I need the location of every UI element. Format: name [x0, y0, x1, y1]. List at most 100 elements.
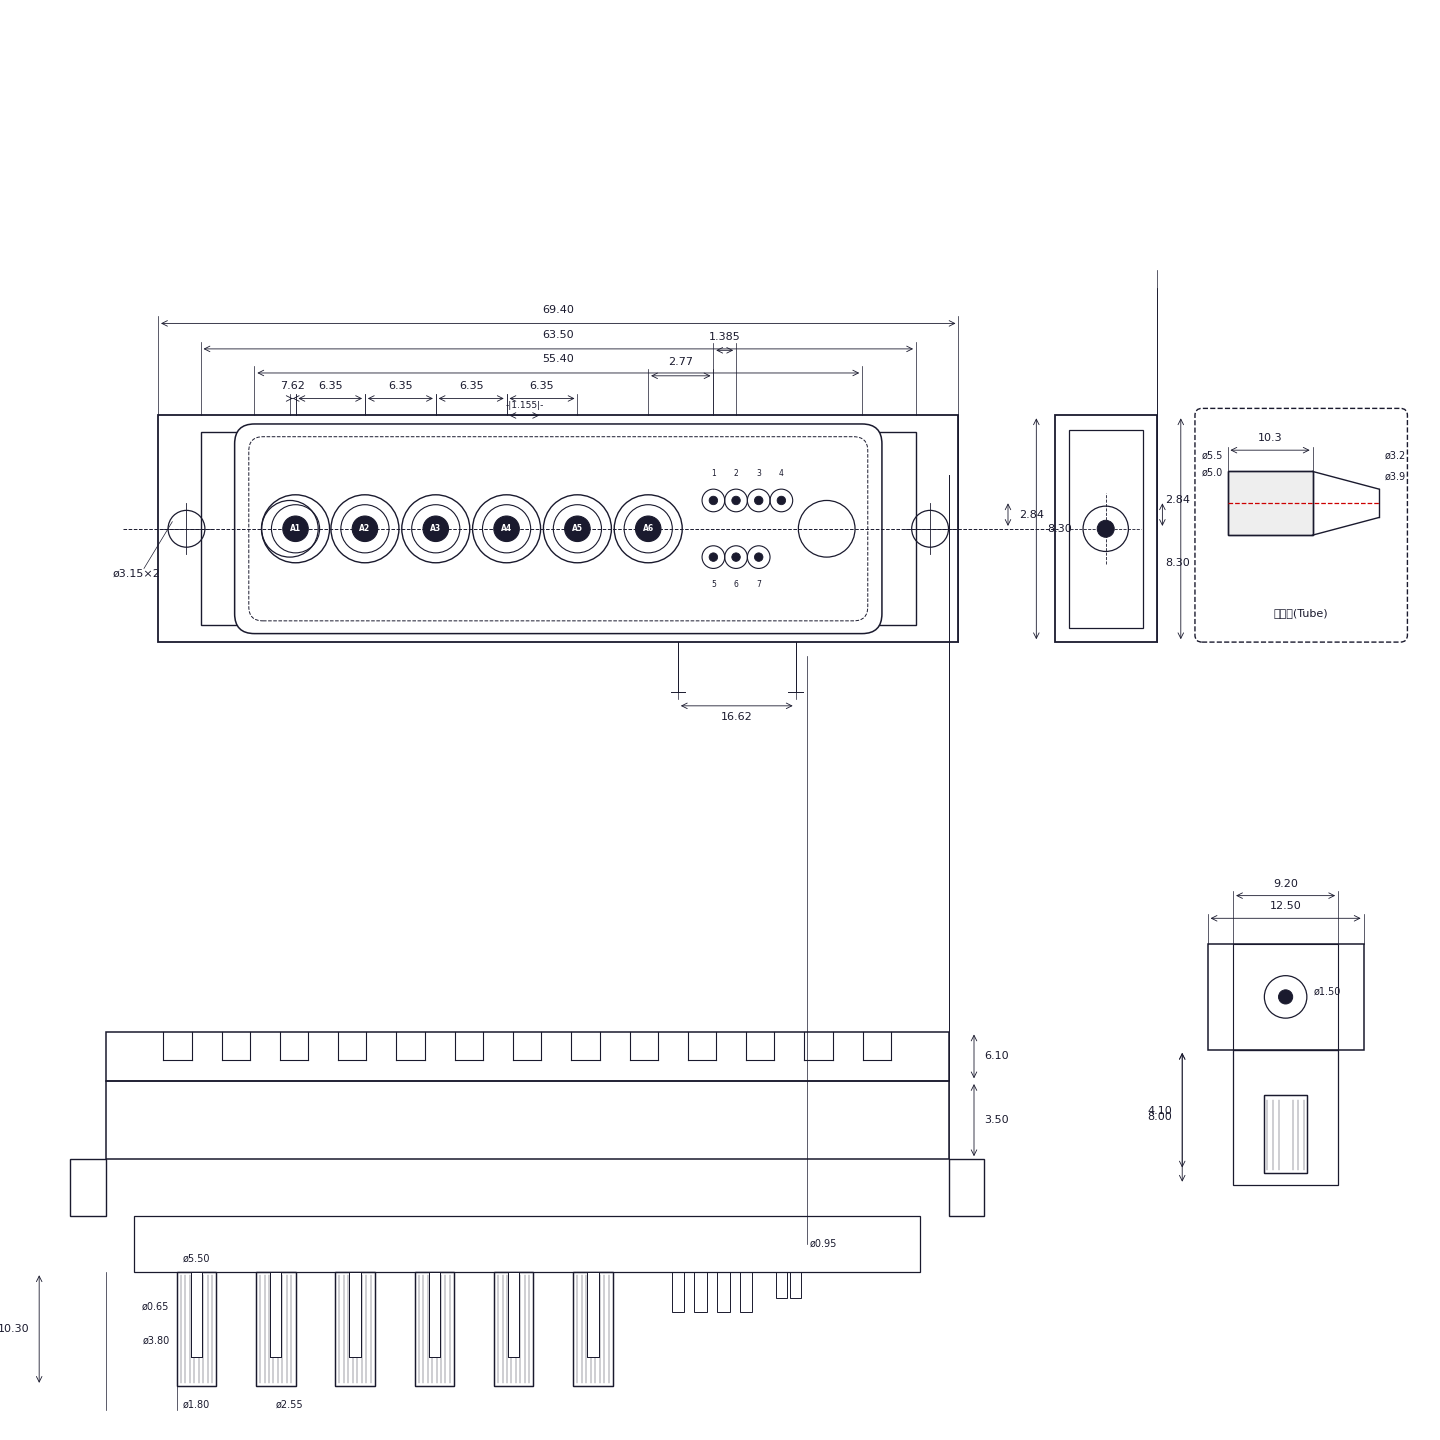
Bar	[350, 1273, 360, 1358]
Text: ø5.5: ø5.5	[1202, 451, 1224, 461]
Bar	[694, 1273, 707, 1312]
Circle shape	[708, 497, 717, 504]
Bar	[271, 1273, 281, 1358]
Bar	[776, 1273, 788, 1297]
Text: ø5.50: ø5.50	[183, 1254, 210, 1264]
Text: ø3.2: ø3.2	[1385, 451, 1405, 461]
Text: 1: 1	[711, 469, 716, 478]
Text: 2.84: 2.84	[1020, 510, 1044, 520]
Text: -|1.155|-: -|1.155|-	[505, 400, 543, 410]
Text: ø1.80: ø1.80	[183, 1400, 210, 1410]
Bar	[134, 1215, 920, 1273]
Text: A4: A4	[501, 524, 513, 533]
Text: ø3.15×2: ø3.15×2	[112, 569, 161, 579]
Bar	[429, 1273, 441, 1358]
Bar	[190, 1273, 202, 1358]
Bar	[429, 1273, 441, 1358]
Text: 8.00: 8.00	[1148, 1112, 1172, 1122]
Circle shape	[282, 516, 308, 541]
Text: 63.50: 63.50	[543, 330, 575, 340]
Text: 6.35: 6.35	[530, 382, 554, 392]
Text: 8.30: 8.30	[1165, 557, 1189, 567]
Bar	[1068, 429, 1142, 628]
Text: 6: 6	[733, 580, 739, 589]
Bar	[158, 416, 959, 642]
Bar	[415, 1273, 454, 1385]
Circle shape	[778, 497, 786, 504]
Text: 69.40: 69.40	[543, 305, 575, 315]
Text: 3.50: 3.50	[984, 1115, 1008, 1125]
Bar	[271, 1273, 281, 1358]
Circle shape	[564, 516, 590, 541]
Text: 6.35: 6.35	[318, 382, 343, 392]
Bar	[1054, 416, 1156, 642]
Text: 5: 5	[711, 580, 716, 589]
Bar	[350, 1273, 360, 1358]
Text: A3: A3	[431, 524, 441, 533]
Bar	[336, 1273, 374, 1385]
Text: 2: 2	[733, 469, 739, 478]
Bar	[336, 1273, 374, 1385]
Bar	[573, 1273, 613, 1385]
Bar	[508, 1273, 520, 1358]
Text: A5: A5	[572, 524, 583, 533]
Bar	[717, 1273, 730, 1312]
Circle shape	[423, 516, 448, 541]
Text: 4: 4	[779, 469, 783, 478]
Bar	[1227, 471, 1312, 536]
Text: ø1.50: ø1.50	[1313, 986, 1341, 996]
Bar	[105, 1031, 949, 1081]
Circle shape	[732, 497, 740, 504]
Bar	[1208, 943, 1364, 1050]
Circle shape	[755, 497, 763, 504]
Bar	[671, 1273, 684, 1312]
Circle shape	[1097, 520, 1115, 537]
Text: 12.50: 12.50	[1270, 901, 1302, 912]
Text: 6.10: 6.10	[984, 1051, 1008, 1061]
Bar	[573, 1273, 613, 1385]
Text: 9.20: 9.20	[1273, 878, 1297, 888]
Bar	[256, 1273, 295, 1385]
Text: 3: 3	[756, 469, 762, 478]
Bar	[1233, 1050, 1338, 1185]
Bar	[105, 1081, 949, 1159]
Text: 2.84: 2.84	[1165, 495, 1191, 505]
Text: 6.35: 6.35	[459, 382, 484, 392]
Text: 1.385: 1.385	[708, 331, 740, 341]
Bar	[190, 1273, 202, 1358]
Circle shape	[755, 553, 763, 562]
Circle shape	[635, 516, 661, 541]
Bar	[740, 1273, 752, 1312]
Circle shape	[353, 516, 377, 541]
Text: ø3.80: ø3.80	[143, 1335, 170, 1345]
Bar	[1233, 943, 1338, 1050]
Text: ø0.95: ø0.95	[809, 1238, 837, 1248]
FancyBboxPatch shape	[235, 423, 881, 634]
Text: ø3.9: ø3.9	[1385, 472, 1405, 482]
Circle shape	[732, 553, 740, 562]
Text: 7: 7	[756, 580, 762, 589]
Bar	[1227, 471, 1312, 536]
Text: 7.62: 7.62	[281, 382, 305, 392]
Bar	[949, 1159, 984, 1215]
Bar	[177, 1273, 216, 1385]
Text: ø2.55: ø2.55	[276, 1400, 304, 1410]
Text: 2.77: 2.77	[668, 357, 693, 367]
Text: 4.10: 4.10	[1148, 1106, 1172, 1116]
Bar	[256, 1273, 295, 1385]
Bar	[494, 1273, 533, 1385]
Text: 10.3: 10.3	[1257, 433, 1283, 444]
Text: ø0.65: ø0.65	[143, 1302, 170, 1312]
Bar	[508, 1273, 520, 1358]
Text: 8.30: 8.30	[1048, 524, 1073, 534]
Text: 10.30: 10.30	[0, 1323, 29, 1333]
Text: A6: A6	[642, 524, 654, 533]
Bar	[791, 1273, 801, 1297]
Bar	[415, 1273, 454, 1385]
Text: A2: A2	[360, 524, 370, 533]
Bar	[588, 1273, 599, 1358]
Bar	[1264, 1096, 1308, 1174]
Bar	[200, 432, 916, 625]
Circle shape	[494, 516, 520, 541]
Circle shape	[708, 553, 717, 562]
